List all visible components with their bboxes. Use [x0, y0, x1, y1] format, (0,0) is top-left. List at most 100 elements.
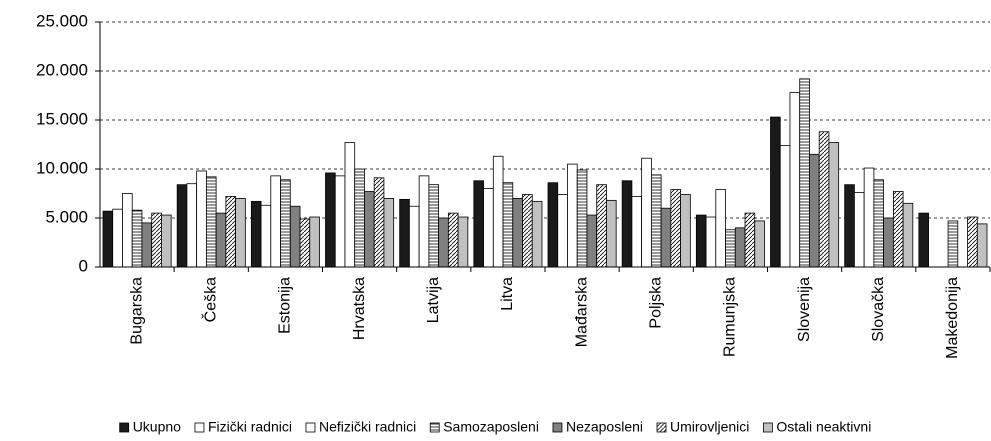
bar	[567, 163, 578, 268]
bar	[270, 175, 281, 268]
bar	[947, 220, 959, 268]
y-tick-label: 5.000	[45, 207, 88, 226]
bar	[418, 175, 430, 268]
bar	[354, 168, 365, 268]
bar	[680, 194, 691, 268]
bar	[586, 214, 598, 268]
bar	[409, 205, 420, 268]
bar	[447, 212, 459, 268]
bar	[660, 207, 672, 268]
bar	[250, 200, 262, 268]
bar	[902, 202, 914, 268]
bar	[695, 214, 707, 268]
bar	[122, 193, 133, 268]
bar	[205, 176, 217, 268]
x-tick-label: Litva	[499, 277, 516, 311]
bar	[744, 212, 756, 268]
bar	[502, 182, 514, 268]
legend-label: Nezaposleni	[566, 419, 643, 435]
x-tick-label: Poljska	[647, 277, 664, 329]
bar	[280, 179, 291, 268]
bar	[799, 78, 810, 268]
bar	[770, 116, 781, 268]
bar	[483, 188, 494, 268]
bar	[650, 174, 662, 268]
bar	[918, 212, 929, 268]
legend-label: Nefizički radnici	[319, 419, 416, 435]
bar	[976, 223, 988, 268]
bar	[754, 220, 765, 268]
bar	[631, 196, 643, 268]
bar	[873, 179, 885, 268]
legend-swatch	[656, 422, 667, 433]
bar	[789, 92, 801, 268]
bar	[779, 145, 791, 268]
bar	[725, 229, 736, 268]
bar	[176, 184, 188, 268]
bar	[215, 212, 227, 268]
bar	[151, 212, 162, 268]
bar	[457, 216, 469, 268]
bar	[621, 180, 633, 268]
bar	[641, 157, 652, 268]
legend-swatch	[305, 422, 316, 433]
x-tick-label: Bugarska	[128, 277, 145, 345]
bar	[383, 197, 395, 268]
x-tick-label: Hrvatska	[351, 277, 368, 340]
bar	[473, 180, 484, 268]
x-tick-label: Latvija	[425, 277, 442, 323]
bar	[522, 194, 533, 268]
bar	[102, 210, 114, 268]
legend-label: Umirovljenici	[670, 419, 749, 435]
bar	[557, 194, 568, 268]
bar	[260, 204, 272, 268]
bar	[596, 184, 607, 268]
legend-swatch	[194, 422, 205, 433]
bar	[364, 191, 375, 268]
legend-swatch	[429, 422, 440, 433]
bar	[373, 177, 385, 268]
bar	[606, 199, 617, 268]
legend-swatch	[552, 422, 563, 433]
bar	[818, 131, 830, 268]
x-tick-label: Slovenija	[796, 277, 813, 342]
bar	[705, 216, 717, 268]
bar	[883, 217, 894, 268]
y-tick-label: 15.000	[36, 109, 88, 128]
bar	[112, 208, 123, 268]
bar	[186, 183, 198, 268]
y-tick-label: 20.000	[36, 60, 88, 79]
bar	[547, 182, 559, 268]
legend-label: Fizički radnici	[208, 419, 292, 435]
bar	[734, 227, 746, 268]
bar	[334, 175, 346, 268]
bar	[225, 196, 236, 268]
x-tick-label: Slovačka	[870, 277, 887, 342]
bar	[289, 205, 301, 268]
bar	[438, 217, 449, 268]
bar	[828, 142, 840, 268]
x-tick-label: Rumunjska	[722, 277, 739, 357]
legend-label: Ostali neaktivni	[776, 419, 871, 435]
y-tick-label: 25.000	[36, 11, 88, 30]
bar	[670, 189, 681, 268]
bar	[854, 192, 865, 268]
x-tick-label: Estonija	[277, 277, 294, 334]
y-tick-label: 0	[79, 256, 88, 275]
legend-label: Samozaposleni	[443, 419, 539, 435]
bar	[576, 169, 588, 268]
bar	[428, 184, 440, 268]
legend: Ukupno Fizički radnici Nefizički radnici Sa…	[119, 419, 871, 435]
bar	[325, 172, 336, 268]
bar	[531, 200, 543, 268]
bar	[344, 142, 356, 268]
bar	[299, 218, 311, 268]
bar	[141, 222, 153, 268]
bar	[399, 198, 410, 268]
bar	[809, 153, 820, 268]
bar	[512, 197, 523, 268]
x-tick-label: Makedonija	[944, 277, 961, 359]
bar	[863, 167, 875, 268]
bar	[844, 184, 855, 268]
